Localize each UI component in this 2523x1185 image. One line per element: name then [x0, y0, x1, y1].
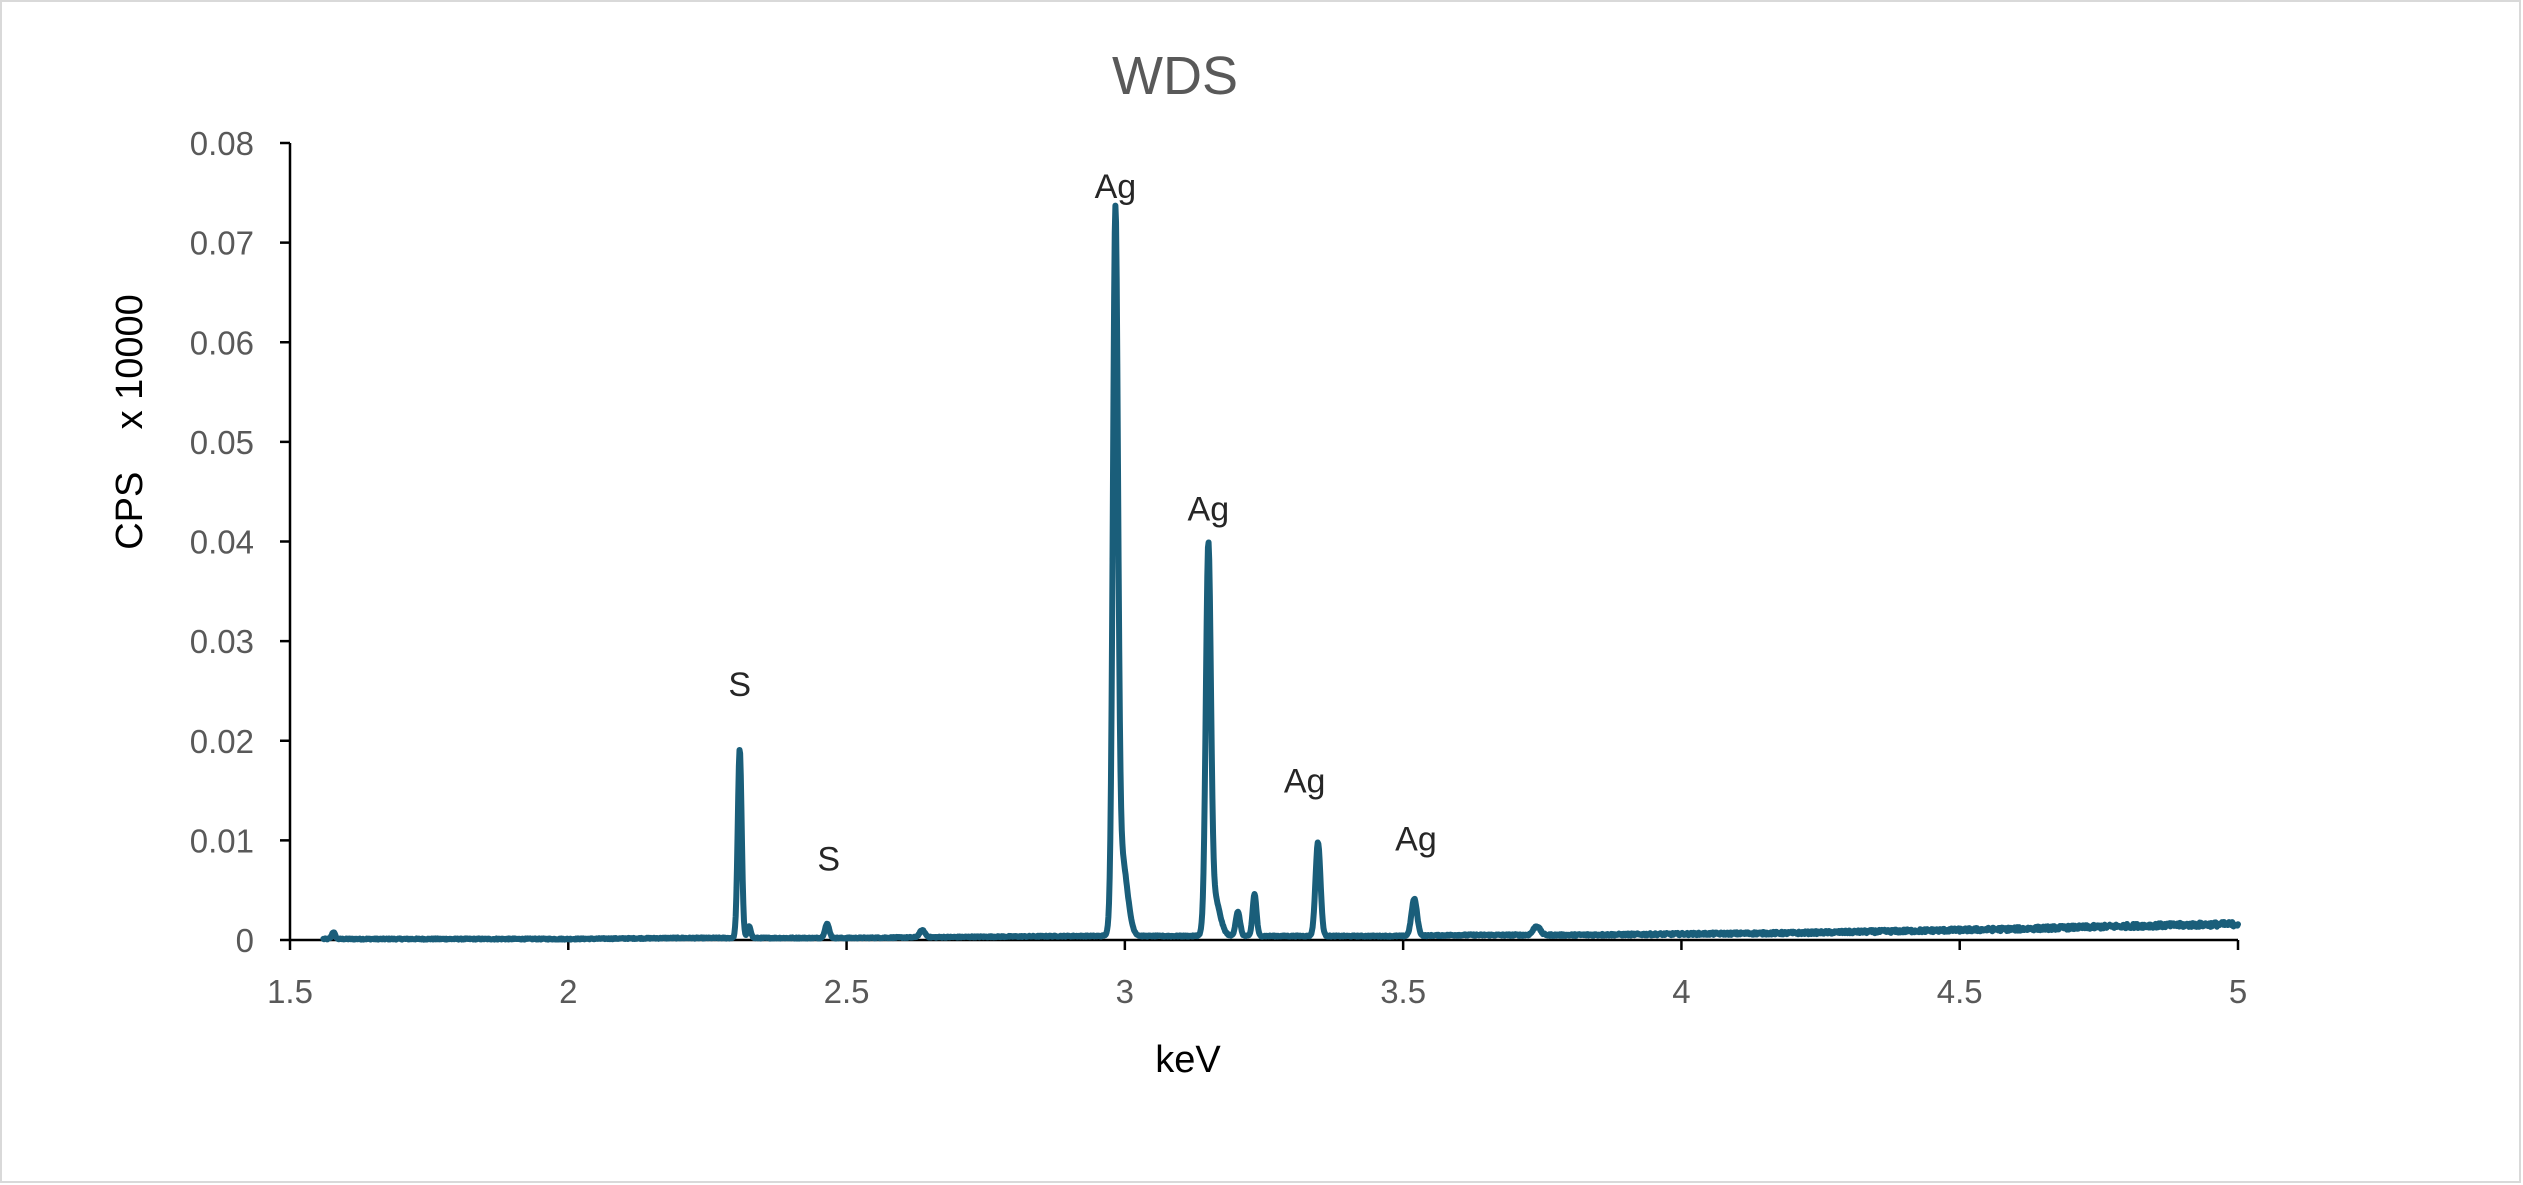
- y-tick-label: 0.01: [190, 822, 254, 859]
- y-tick-label: 0.02: [190, 723, 254, 760]
- peak-label-ag: Ag: [1095, 168, 1137, 206]
- axes: [280, 141, 2240, 950]
- y-tick-label: 0.04: [190, 524, 254, 561]
- x-tick-label: 3.5: [1380, 973, 1426, 1010]
- y-tick-label: 0.05: [190, 424, 254, 461]
- y-axis-label: CPS x 10000: [109, 294, 151, 550]
- y-tick-label: 0.03: [190, 623, 254, 660]
- series-group: [320, 202, 2241, 943]
- x-tick-label: 5: [2229, 973, 2247, 1010]
- x-tick-label: 2: [559, 973, 577, 1010]
- y-tick-label: 0.08: [190, 125, 254, 162]
- tick-labels: 0 0.01 0.02 0.03 0.04 0.05 0.06 0.07 0.08 1.5 2 2.5…: [190, 125, 2247, 1010]
- x-tick-label: 1.5: [267, 973, 313, 1010]
- peak-label-ag: Ag: [1284, 763, 1326, 801]
- x-tick-label: 4.5: [1937, 973, 1983, 1010]
- x-tick-label: 3: [1116, 973, 1134, 1010]
- peak-label-ag: Ag: [1188, 491, 1230, 529]
- peak-annotations: S S Ag Ag Ag Ag: [728, 168, 1436, 878]
- y-tick-label: 0.06: [190, 324, 254, 361]
- x-axis-label: keV: [1155, 1039, 1221, 1081]
- chart-title: WDS: [1112, 46, 1238, 106]
- peak-label-ag: Ag: [1395, 820, 1437, 858]
- spectrum-line: [320, 202, 2241, 943]
- y-tick-label: 0.07: [190, 225, 254, 262]
- peak-label-s: S: [817, 840, 840, 878]
- x-tick-label: 2.5: [824, 973, 870, 1010]
- peak-label-s: S: [728, 666, 751, 704]
- y-tick-label: 0: [236, 922, 254, 959]
- x-tick-label: 4: [1672, 973, 1690, 1010]
